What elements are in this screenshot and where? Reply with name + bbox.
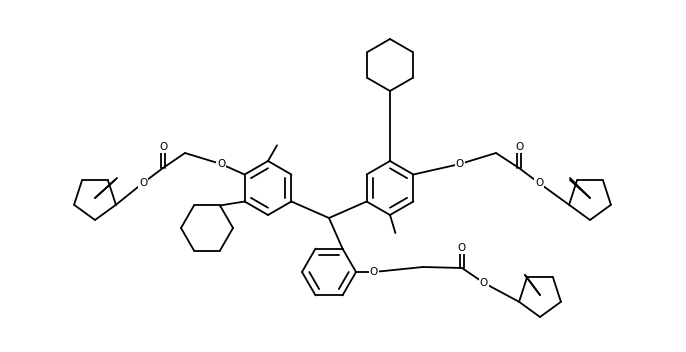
Text: O: O: [217, 159, 225, 169]
Text: O: O: [370, 267, 378, 277]
Text: O: O: [139, 178, 147, 188]
Text: O: O: [456, 159, 464, 169]
Text: O: O: [480, 278, 488, 288]
Text: O: O: [458, 243, 466, 253]
Text: O: O: [515, 142, 523, 152]
Text: O: O: [159, 142, 167, 152]
Text: O: O: [535, 178, 543, 188]
